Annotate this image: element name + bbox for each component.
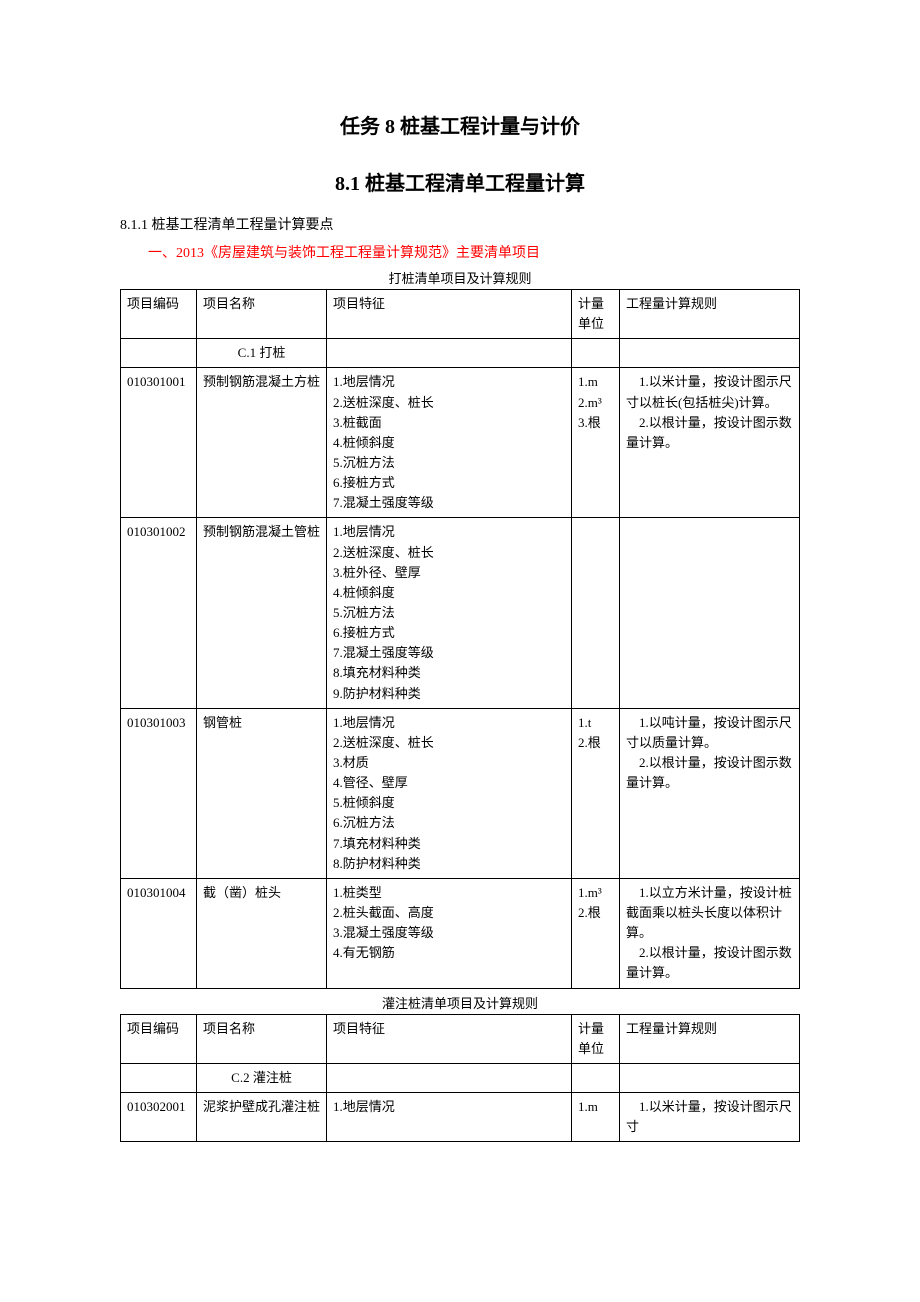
cell-name: 预制钢筋混凝土方桩: [197, 368, 327, 518]
table-row: 010301002 预制钢筋混凝土管桩 1.地层情况2.送桩深度、桩长3.桩外径…: [121, 518, 800, 708]
table1-header-row: 项目编码 项目名称 项目特征 计量单位 工程量计算规则: [121, 290, 800, 339]
cell-rule: 1.以米计量，按设计图示尺寸: [620, 1092, 800, 1141]
cell-unit: [572, 518, 620, 708]
title-sub: 8.1 桩基工程清单工程量计算: [120, 167, 800, 196]
cell-code: 010301002: [121, 518, 197, 708]
cat-empty-4: [620, 1063, 800, 1092]
cell-name: 截（凿）桩头: [197, 878, 327, 988]
cat-empty-4: [620, 339, 800, 368]
cell-code: 010301004: [121, 878, 197, 988]
th-rule: 工程量计算规则: [620, 290, 800, 339]
cell-feat: 1.地层情况2.送桩深度、桩长3.桩截面4.桩倾斜度5.沉桩方法6.接桩方式7.…: [327, 368, 572, 518]
section-head: 8.1.1 桩基工程清单工程量计算要点: [120, 214, 800, 234]
cell-code: 010302001: [121, 1092, 197, 1141]
title-main: 任务 8 桩基工程计量与计价: [120, 110, 800, 139]
cell-feat: 1.地层情况2.送桩深度、桩长3.材质4.管径、壁厚5.桩倾斜度6.沉桩方法7.…: [327, 708, 572, 878]
cell-rule: 1.以米计量，按设计图示尺寸以桩长(包括桩尖)计算。 2.以根计量，按设计图示数…: [620, 368, 800, 518]
table-row: 010301003 钢管桩 1.地层情况2.送桩深度、桩长3.材质4.管径、壁厚…: [121, 708, 800, 878]
table-piling: 项目编码 项目名称 项目特征 计量单位 工程量计算规则 C.1 打桩 01030…: [120, 289, 800, 989]
cat-empty-3: [572, 1063, 620, 1092]
cell-name: 泥浆护壁成孔灌注桩: [197, 1092, 327, 1141]
cell-feat: 1.桩类型2.桩头截面、高度3.混凝土强度等级4.有无钢筋: [327, 878, 572, 988]
th-code: 项目编码: [121, 1014, 197, 1063]
table-grouting: 项目编码 项目名称 项目特征 计量单位 工程量计算规则 C.2 灌注桩 0103…: [120, 1014, 800, 1143]
cell-unit: 1.m2.m³3.根: [572, 368, 620, 518]
cat-empty-2: [327, 339, 572, 368]
cat-empty-1: [121, 1063, 197, 1092]
cat-empty-2: [327, 1063, 572, 1092]
red-guideline: 一、2013《房屋建筑与装饰工程工程量计算规范》主要清单项目: [120, 242, 800, 262]
th-feat: 项目特征: [327, 290, 572, 339]
th-feat: 项目特征: [327, 1014, 572, 1063]
cell-rule: 1.以立方米计量，按设计桩截面乘以桩头长度以体积计算。 2.以根计量，按设计图示…: [620, 878, 800, 988]
table1-category-row: C.1 打桩: [121, 339, 800, 368]
table-row: 010301004 截（凿）桩头 1.桩类型2.桩头截面、高度3.混凝土强度等级…: [121, 878, 800, 988]
cell-rule: 1.以吨计量，按设计图示尺寸以质量计算。 2.以根计量，按设计图示数量计算。: [620, 708, 800, 878]
cell-code: 010301003: [121, 708, 197, 878]
table1-caption: 打桩清单项目及计算规则: [120, 268, 800, 287]
table2-header-row: 项目编码 项目名称 项目特征 计量单位 工程量计算规则: [121, 1014, 800, 1063]
cell-name: 预制钢筋混凝土管桩: [197, 518, 327, 708]
th-rule: 工程量计算规则: [620, 1014, 800, 1063]
cell-unit: 1.m: [572, 1092, 620, 1141]
th-unit: 计量单位: [572, 1014, 620, 1063]
th-name: 项目名称: [197, 290, 327, 339]
cell-unit: 1.t2.根: [572, 708, 620, 878]
table2-category-row: C.2 灌注桩: [121, 1063, 800, 1092]
cell-rule: [620, 518, 800, 708]
cell-feat: 1.地层情况2.送桩深度、桩长3.桩外径、壁厚4.桩倾斜度5.沉桩方法6.接桩方…: [327, 518, 572, 708]
cat-label: C.2 灌注桩: [197, 1063, 327, 1092]
cell-code: 010301001: [121, 368, 197, 518]
table-row: 010302001 泥浆护壁成孔灌注桩 1.地层情况 1.m 1.以米计量，按设…: [121, 1092, 800, 1141]
cat-empty-1: [121, 339, 197, 368]
cat-label: C.1 打桩: [197, 339, 327, 368]
cell-name: 钢管桩: [197, 708, 327, 878]
th-unit: 计量单位: [572, 290, 620, 339]
th-name: 项目名称: [197, 1014, 327, 1063]
cat-empty-3: [572, 339, 620, 368]
table-row: 010301001 预制钢筋混凝土方桩 1.地层情况2.送桩深度、桩长3.桩截面…: [121, 368, 800, 518]
cell-unit: 1.m³2.根: [572, 878, 620, 988]
th-code: 项目编码: [121, 290, 197, 339]
cell-feat: 1.地层情况: [327, 1092, 572, 1141]
table2-caption: 灌注桩清单项目及计算规则: [120, 993, 800, 1012]
